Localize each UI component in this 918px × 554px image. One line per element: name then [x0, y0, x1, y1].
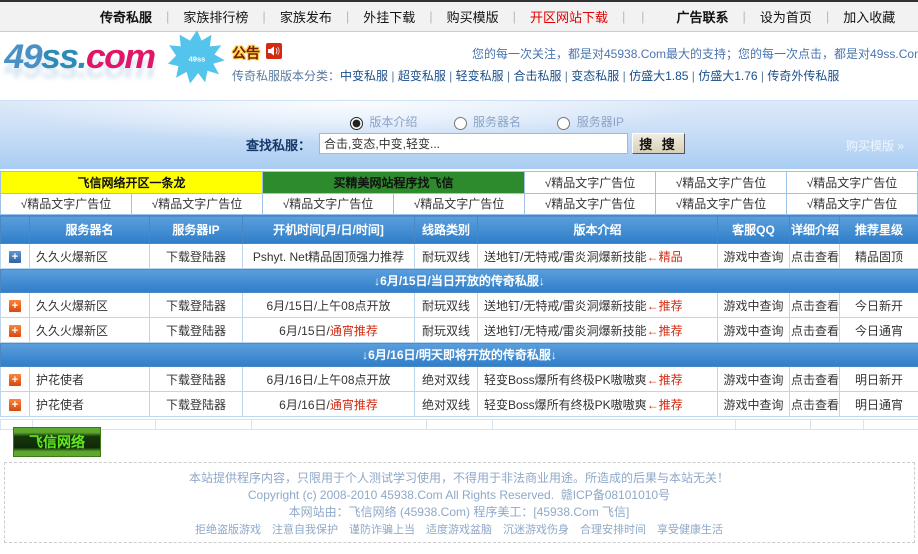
- svg-text:49ss: 49ss: [189, 54, 206, 63]
